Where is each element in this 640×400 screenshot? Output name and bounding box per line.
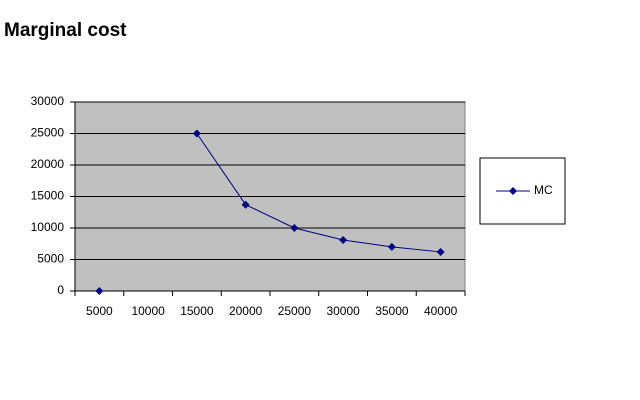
- data-point: [290, 224, 299, 232]
- y-tick-label: 20000: [31, 157, 65, 171]
- x-tick-label: 15000: [180, 304, 214, 318]
- data-point: [339, 235, 348, 244]
- data-point: [192, 129, 201, 138]
- data-point: [436, 247, 445, 256]
- series-line: [196, 133, 441, 253]
- x-tick-label: 20000: [229, 304, 263, 318]
- x-tick-label: 25000: [278, 304, 312, 318]
- data-point: [95, 287, 104, 295]
- x-tick-label: 35000: [375, 304, 409, 318]
- y-tick-label: 15000: [31, 189, 65, 203]
- x-tick-label: 30000: [326, 304, 360, 318]
- x-tick-label: 5000: [86, 304, 113, 318]
- x-tick-label: 10000: [131, 304, 165, 318]
- y-tick-label: 5000: [37, 252, 64, 266]
- y-tick-label: 25000: [31, 126, 65, 140]
- y-tick-label: 30000: [31, 94, 65, 108]
- legend-marker: [509, 187, 517, 195]
- data-point: [241, 200, 250, 209]
- chart-title: Marginal cost: [4, 20, 127, 41]
- y-tick-label: 0: [57, 283, 64, 297]
- y-tick-label: 10000: [31, 220, 65, 234]
- data-point: [387, 242, 396, 251]
- legend-label: MC: [534, 183, 553, 197]
- x-tick-label: 40000: [424, 304, 458, 318]
